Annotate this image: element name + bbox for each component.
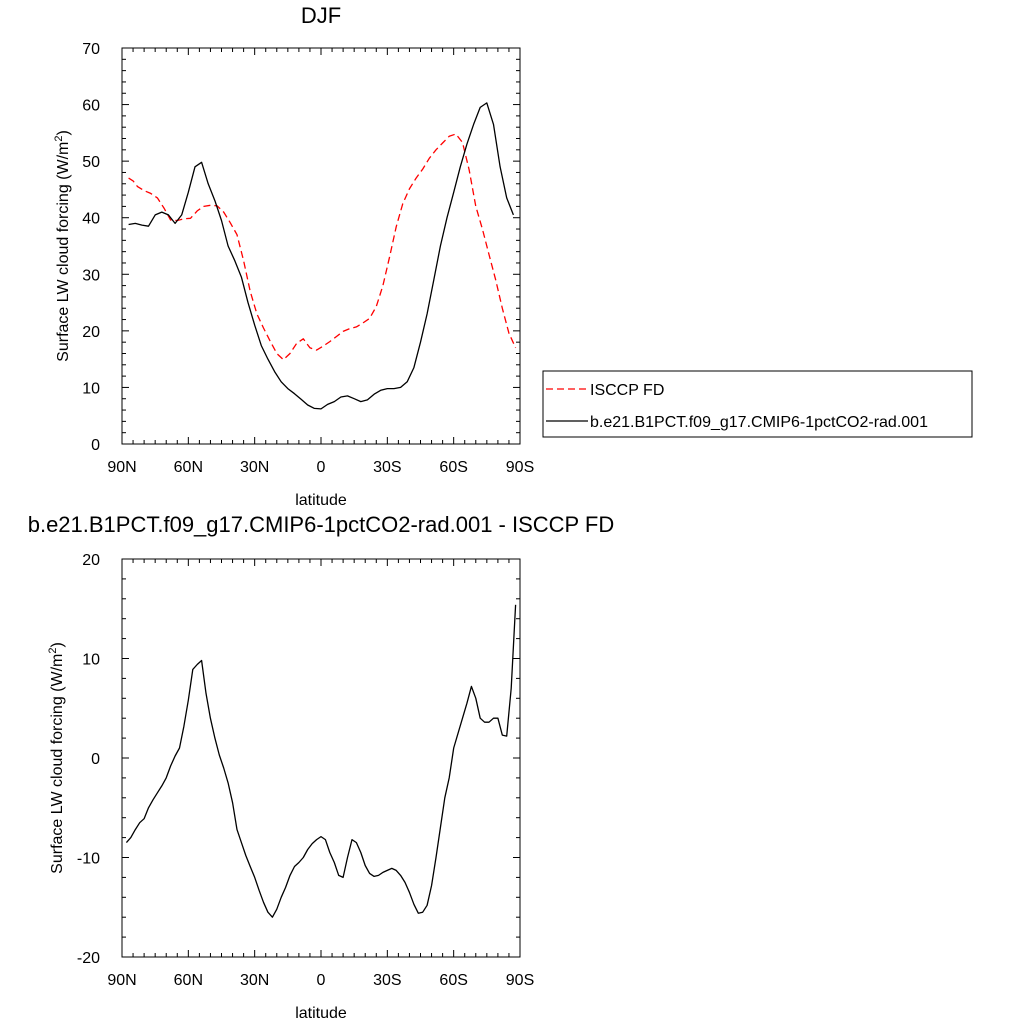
panel-djf-title: DJF	[301, 3, 341, 28]
x-tick-label: 0	[317, 972, 326, 989]
panel-djf-axes: 90N 60N 30N 0 30S 60S 90S 0 10 20 30 40 50 60 70	[82, 41, 534, 476]
panel-djf: DJF 90N 60N 30N 0 30S 60S 90S 0 10 20 30 40 50 60 70 l…	[53, 3, 973, 509]
panel-djf-frame	[121, 47, 521, 445]
x-tick-label: 90N	[107, 459, 136, 476]
x-tick-label: 60S	[439, 459, 467, 476]
y-tick-label: 0	[91, 751, 100, 768]
y-tick-label: -20	[77, 950, 100, 967]
legend-label-model: b.e21.B1PCT.f09_g17.CMIP6-1pctCO2-rad.00…	[590, 414, 928, 431]
x-tick-label: 0	[317, 459, 326, 476]
legend: ISCCP FD b.e21.B1PCT.f09_g17.CMIP6-1pctC…	[542, 370, 973, 438]
y-tick-label: 40	[82, 211, 100, 228]
x-tick-label: 30S	[373, 972, 401, 989]
panel-djf-xlabel: latitude	[295, 492, 347, 509]
y-tick-label: 50	[82, 154, 100, 171]
x-tick-label: 60S	[439, 972, 467, 989]
y-tick-label: 0	[91, 437, 100, 454]
legend-box	[542, 370, 973, 438]
x-tick-label: 30S	[373, 459, 401, 476]
legend-label-isccp: ISCCP FD	[590, 382, 664, 399]
panel-difference-xlabel: latitude	[295, 1005, 347, 1022]
x-tick-label: 90N	[107, 972, 136, 989]
y-tick-label: 20	[82, 324, 100, 341]
x-tick-label: 60N	[174, 459, 203, 476]
y-tick-label: 20	[82, 552, 100, 569]
series-line-diff-0	[125, 604, 517, 918]
panel-djf-ylabel: Surface LW cloud forcing (W/m2)	[53, 130, 72, 362]
panel-difference-title: b.e21.B1PCT.f09_g17.CMIP6-1pctCO2-rad.00…	[28, 512, 615, 537]
series-line-djf-1	[128, 102, 515, 410]
x-tick-label: 30N	[240, 459, 269, 476]
panel-difference-frame	[121, 558, 521, 958]
x-tick-label: 90S	[506, 972, 534, 989]
panel-difference-ylabel: Surface LW cloud forcing (W/m2)	[47, 642, 66, 874]
series-line-djf-0	[128, 133, 517, 361]
panel-djf-series	[128, 102, 517, 410]
panel-difference-axes: 90N 60N 30N 0 30S 60S 90S -20 -10 0 10 20	[77, 552, 534, 989]
y-tick-label: -10	[77, 851, 100, 868]
x-tick-label: 90S	[506, 459, 534, 476]
y-tick-label: 70	[82, 41, 100, 58]
x-tick-label: 60N	[174, 972, 203, 989]
panel-difference-series	[125, 604, 517, 918]
panel-difference: b.e21.B1PCT.f09_g17.CMIP6-1pctCO2-rad.00…	[28, 512, 615, 1022]
y-tick-label: 10	[82, 380, 100, 397]
x-tick-label: 30N	[240, 972, 269, 989]
y-tick-label: 60	[82, 98, 100, 115]
y-tick-label: 10	[82, 652, 100, 669]
y-tick-label: 30	[82, 267, 100, 284]
